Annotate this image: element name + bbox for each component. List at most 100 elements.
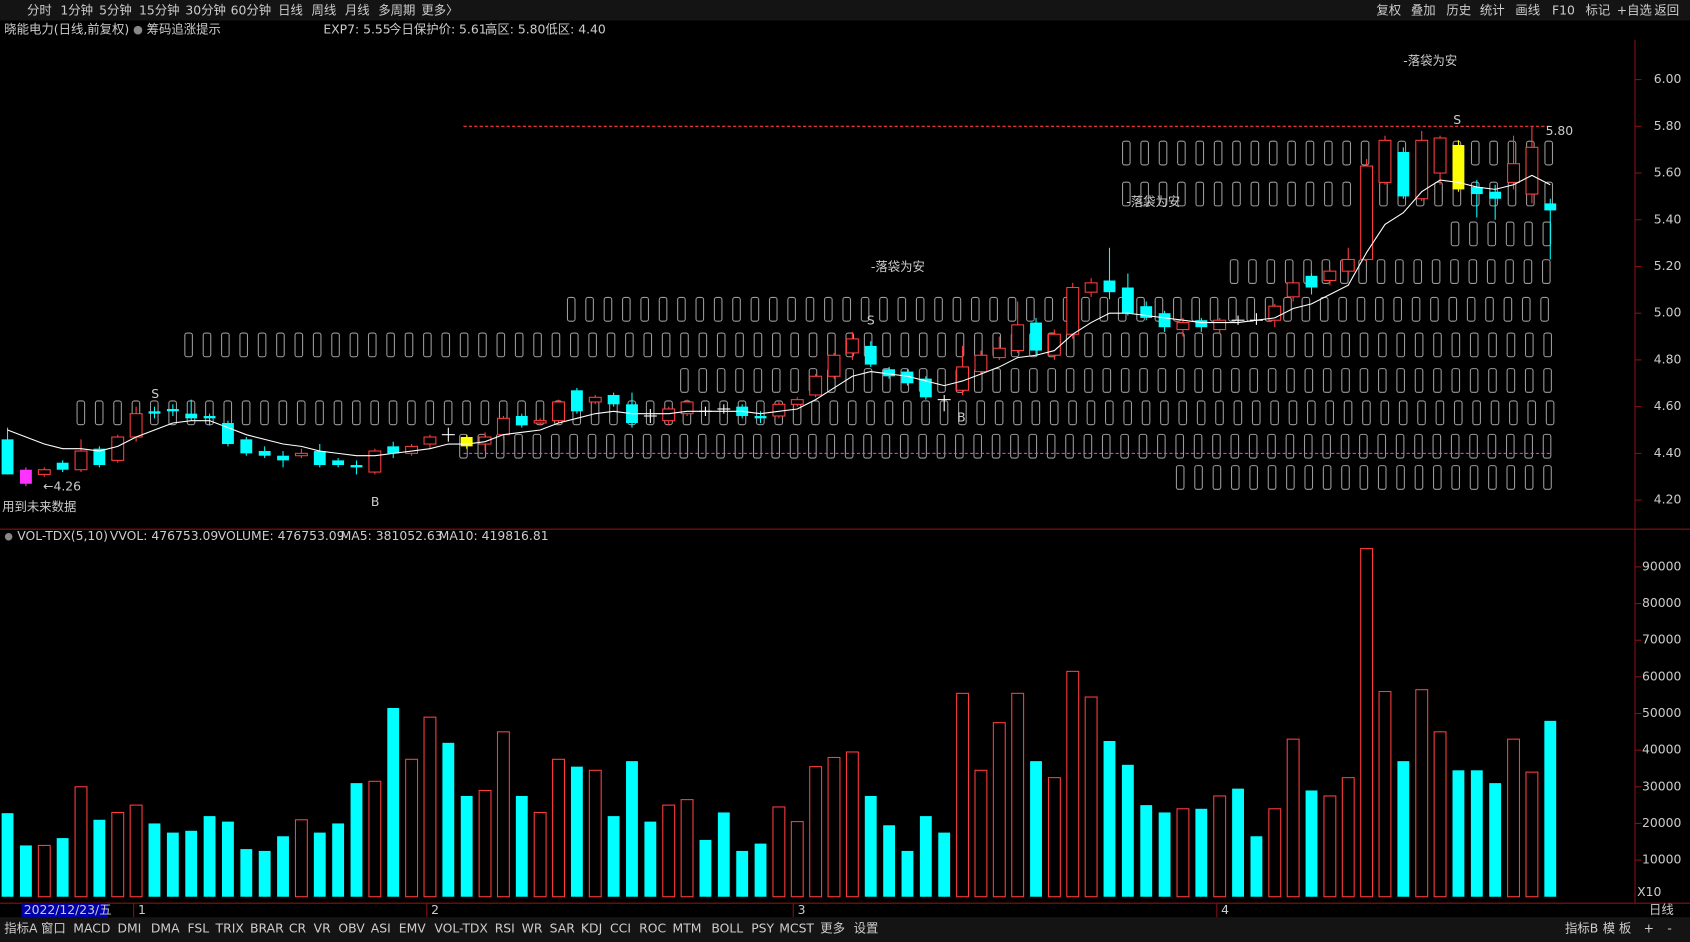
chip-bar (1286, 332, 1295, 358)
indicator-tab[interactable]: BOLL (711, 921, 743, 936)
chip-bar (1065, 433, 1074, 459)
indicator-icon (4, 532, 13, 541)
indicator-tab[interactable]: MACD (73, 921, 110, 936)
indicator-tab[interactable]: VOL-TDX (434, 921, 488, 936)
indicator-tab[interactable]: PSY (751, 921, 774, 936)
chip-bar (695, 296, 705, 322)
toolbar-button[interactable]: 复权 (1376, 2, 1401, 17)
chip-bar (1286, 368, 1295, 393)
toolbar-button[interactable]: 月线 (345, 2, 370, 17)
toolbar-button[interactable]: 5分钟 (99, 2, 132, 17)
candle-body (1525, 146, 1539, 195)
indicator-tab[interactable]: ROC (639, 921, 666, 936)
chip-bar (1249, 368, 1259, 393)
toolbar-button[interactable]: 叠加 (1411, 2, 1436, 17)
indicator-tab[interactable]: 板 (1619, 921, 1631, 936)
toolbar-button[interactable]: 30分钟 (185, 2, 225, 17)
toolbar-button[interactable]: F10 (1552, 2, 1575, 17)
volume-bar (37, 844, 51, 898)
toolbar-button[interactable]: 更多〉 (421, 2, 458, 17)
toolbar-button[interactable]: 分时 (27, 2, 52, 17)
chip-bar (1301, 296, 1311, 322)
indicator-tab[interactable]: 更多 (820, 921, 845, 936)
chip-bar (1175, 433, 1185, 459)
indicator-tab[interactable]: SAR (550, 921, 576, 936)
chip-bar (899, 433, 909, 459)
chip-bar (866, 400, 875, 426)
y-tick-label: 60000 (1642, 668, 1681, 683)
indicator-tab[interactable]: 指标A (4, 921, 38, 936)
chip-bar (1322, 465, 1332, 490)
toolbar-button[interactable]: 周线 (311, 2, 336, 17)
chip-bar (1194, 465, 1203, 490)
chip-bar (113, 400, 122, 426)
chip-bar (1120, 368, 1130, 393)
chip-bar (680, 368, 689, 393)
chip-bar (1102, 332, 1112, 358)
indicator-tab[interactable]: FSL (188, 921, 210, 936)
chip-bar (768, 296, 778, 322)
chip-bar (1543, 465, 1552, 490)
indicator-tab[interactable]: EMV (399, 921, 426, 936)
volume-bar (626, 761, 638, 897)
toolbar-button[interactable]: +自选 (1617, 2, 1652, 17)
chip-bar (1140, 140, 1149, 166)
toolbar-button[interactable]: 多周期 (378, 2, 415, 17)
toolbar-button[interactable]: 60分钟 (231, 2, 271, 17)
y-tick-label: 90000 (1642, 558, 1681, 573)
indicator-tab[interactable]: 设置 (854, 921, 879, 936)
indicator-tab[interactable]: DMI (117, 921, 141, 936)
candle-body (258, 451, 271, 456)
chip-bar (1414, 368, 1424, 393)
toolbar-button[interactable]: 1分钟 (60, 2, 93, 17)
toolbar-button[interactable]: 标记 (1585, 2, 1610, 17)
chip-bar (1248, 433, 1258, 459)
indicator-tab[interactable]: RSI (495, 921, 515, 936)
chip-bar (842, 296, 852, 322)
chip-bar (1266, 259, 1276, 285)
toolbar-button[interactable]: 历史 (1446, 2, 1471, 17)
indicator-tab[interactable]: DMA (151, 921, 180, 936)
chip-bar (1120, 332, 1130, 358)
indicator-tab[interactable]: MCST (779, 921, 814, 936)
indicator-tab[interactable]: 模 (1603, 921, 1615, 936)
stock-name: 晓能电力(日线,前复权) (4, 22, 129, 37)
chip-bar (991, 433, 1001, 459)
indicator-tab[interactable]: + (1644, 921, 1654, 936)
toolbar-button[interactable]: 画线 (1515, 2, 1540, 17)
chip-bar (1285, 433, 1295, 459)
indicator-tab[interactable]: BRAR (250, 921, 284, 936)
toolbar-button[interactable]: 统计 (1480, 2, 1505, 17)
indicator-tab[interactable]: CR (289, 921, 307, 936)
chip-bar (276, 332, 285, 358)
chip-bar (478, 332, 487, 358)
chip-bar (994, 400, 1004, 426)
indicator-tab[interactable]: CCI (610, 921, 631, 936)
toolbar-button[interactable]: 返回 (1654, 2, 1679, 17)
indicator-tab[interactable]: 指标B (1565, 921, 1598, 936)
indicator-tab[interactable]: - (1667, 921, 1671, 936)
candle-body (1489, 191, 1502, 199)
toolbar-button[interactable]: 15分钟 (139, 2, 180, 17)
chip-bar (1305, 140, 1315, 166)
chip-bar (1396, 332, 1406, 358)
volume-bar (148, 823, 161, 897)
chip-bar (202, 332, 212, 358)
chip-bar (1194, 368, 1203, 393)
indicator-tab[interactable]: MTM (673, 921, 702, 936)
chip-bar (1505, 433, 1515, 459)
chip-bar (606, 433, 615, 459)
indicator-tab[interactable]: VR (314, 921, 331, 936)
indicator-tab[interactable]: 窗口 (41, 921, 66, 936)
y-tick-label: 5.80 (1654, 118, 1682, 133)
chip-bar (1047, 368, 1057, 393)
indicator-tab[interactable]: OBV (338, 921, 365, 936)
indicator-tab[interactable]: WR (522, 921, 543, 936)
indicator-tab[interactable]: KDJ (581, 921, 602, 936)
chip-bar (677, 296, 686, 322)
chip-bar (955, 332, 965, 358)
indicator-tab[interactable]: TRIX (215, 921, 245, 936)
chip-bar (716, 332, 726, 358)
indicator-tab[interactable]: ASI (371, 921, 391, 936)
toolbar-button[interactable]: 日线 (278, 2, 303, 17)
